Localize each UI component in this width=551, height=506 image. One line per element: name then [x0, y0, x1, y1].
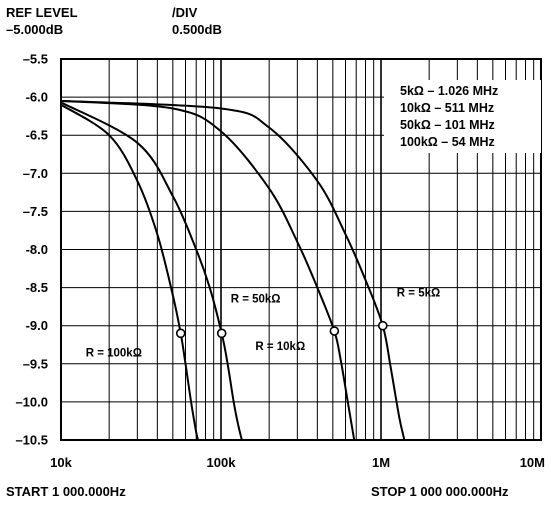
legend-background — [384, 80, 541, 153]
markers — [175, 320, 388, 339]
curve-label: R = 5kΩ — [397, 288, 440, 300]
y-tick-label: –7.5 — [23, 204, 48, 219]
curve-label: R = 10kΩ — [255, 341, 305, 353]
y-tick-label: -8.0 — [26, 242, 48, 257]
series-curve — [60, 103, 200, 441]
y-tick-labels: –5.5 -6.0 -6.5 –7.0 –7.5 -8.0 -8.5 -9.0 –9.5 –10.… — [15, 52, 48, 448]
y-tick-label: –10.5 — [15, 433, 48, 448]
legend-entry: 10kΩ – 511 MHz — [400, 101, 494, 115]
x-tick-label: 10M — [520, 455, 545, 470]
series-marker — [329, 326, 340, 336]
ref-level-value: –5.000dB — [6, 22, 64, 37]
div-value: 0.500dB — [172, 22, 222, 37]
plot-frame — [60, 58, 542, 441]
grid-lines — [61, 58, 541, 441]
div-label: /DIV — [172, 5, 198, 20]
curve-label: R = 100kΩ — [86, 347, 142, 359]
series-curve — [60, 99, 406, 441]
x-tick-label: 100k — [207, 455, 237, 470]
x-tick-labels: 10k 100k 1M 10M — [50, 455, 545, 470]
x-tick-label: 1M — [372, 455, 390, 470]
y-tick-label: -8.5 — [26, 280, 48, 295]
ref-level-label: REF LEVEL — [6, 5, 78, 20]
legend-entry: 100kΩ – 54 MHz — [400, 135, 495, 149]
y-tick-label: –10.0 — [15, 394, 48, 409]
y-tick-label: –5.5 — [23, 52, 48, 67]
curves — [60, 99, 406, 441]
y-tick-label: –7.0 — [23, 166, 48, 181]
y-tick-label: -6.5 — [26, 128, 48, 143]
y-tick-label: -6.0 — [26, 90, 48, 105]
curve-labels: R = 100kΩ R = 50kΩ R = 10kΩ R = 5kΩ — [86, 288, 441, 360]
curve-label: R = 50kΩ — [231, 293, 281, 305]
stop-frequency: STOP 1 000 000.000Hz — [371, 484, 509, 499]
legend-entry: 50kΩ – 101 MHz — [400, 118, 495, 132]
series-marker — [216, 328, 227, 339]
legend-entry: 5kΩ – 1.026 MHz — [400, 84, 498, 98]
x-tick-label: 10k — [50, 455, 72, 470]
series-curve — [60, 99, 356, 441]
start-frequency: START 1 000.000Hz — [6, 484, 126, 499]
series-marker — [175, 328, 186, 339]
legend: 5kΩ – 1.026 MHz 10kΩ – 511 MHz 50kΩ – 101 … — [384, 80, 541, 153]
series-marker — [377, 320, 388, 331]
y-tick-label: –9.5 — [23, 356, 48, 371]
y-tick-label: -9.0 — [26, 318, 48, 333]
series-curve — [60, 101, 243, 441]
